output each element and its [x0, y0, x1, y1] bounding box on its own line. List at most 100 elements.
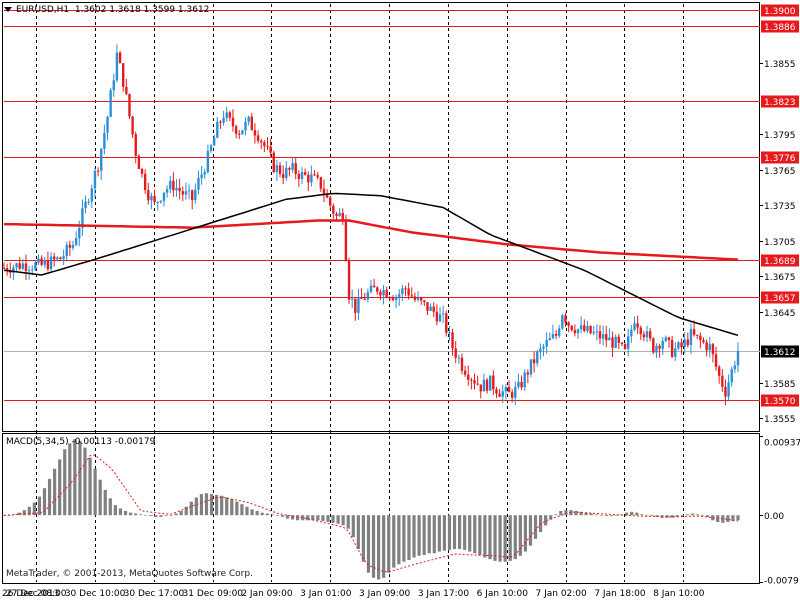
candle-body [294, 163, 297, 174]
macd-bar [63, 449, 67, 516]
macd-bar [103, 489, 107, 516]
macd-bar [483, 515, 487, 558]
macd-bar [53, 468, 57, 516]
macd-bar [346, 515, 350, 529]
candle-body [583, 325, 586, 331]
candle-body [608, 337, 611, 341]
symbol-label: EURUSD,H1 [16, 5, 70, 15]
candle-body [281, 174, 285, 179]
candle-body [432, 306, 435, 312]
chevron-down-icon[interactable] [4, 7, 12, 12]
macd-bar [690, 513, 695, 516]
price-tick-label: 1.3795 [764, 131, 796, 141]
macd-bar [68, 443, 72, 516]
candle-body [24, 263, 28, 271]
candle-body [56, 257, 59, 260]
macd-bar [336, 515, 340, 524]
macd-bar [169, 515, 173, 516]
candle-body [448, 332, 451, 334]
candle-body [419, 297, 423, 301]
candle-body [194, 189, 197, 201]
candle-body [394, 297, 398, 301]
candle-body [31, 269, 34, 271]
candle-body [532, 359, 536, 364]
macd-bar [432, 515, 436, 554]
candle-body [156, 202, 159, 204]
candle-body [554, 334, 558, 336]
macd-bar [392, 515, 396, 568]
candle-body [313, 174, 316, 176]
candle-body [526, 372, 530, 375]
level-price-tag [761, 151, 799, 164]
candle-body [648, 331, 652, 339]
candle-body [341, 212, 344, 221]
candle-body [545, 340, 548, 347]
macd-bar [341, 515, 345, 526]
candle-body [460, 357, 464, 371]
candle-body [426, 302, 429, 311]
macd-bar [194, 497, 198, 516]
candle-body [482, 379, 486, 392]
candle-body [416, 297, 420, 300]
macd-bar [437, 515, 441, 552]
macd-bar [382, 515, 386, 578]
macd-bar [265, 513, 269, 516]
macd-bar [275, 515, 279, 516]
price-tick-label: 1.3585 [764, 380, 796, 390]
candle-body [573, 330, 577, 334]
candle-body [463, 370, 467, 375]
candle-body [81, 208, 84, 228]
candle-body [125, 86, 128, 94]
macd-signal-line [3, 454, 739, 573]
macd-bar [533, 515, 538, 539]
macd-bar [564, 510, 568, 516]
candle-body [485, 379, 489, 391]
macd-bar [675, 515, 679, 517]
candle-body [219, 121, 222, 123]
current-price-label: 1.3612 [764, 348, 796, 358]
macd-bar [604, 515, 608, 517]
candle-body [470, 379, 473, 381]
candle-body [376, 287, 379, 292]
candle-body [717, 366, 721, 376]
candle-body [350, 298, 354, 300]
symbol-header[interactable]: EURUSD,H1 1.3602 1.3618 1.3599 1.3612 [4, 5, 209, 15]
candle-body [479, 384, 482, 392]
time-label: 3 Jan 01:00 [300, 589, 352, 599]
candle-body [15, 263, 18, 268]
macd-bar [442, 515, 446, 551]
candle-body [542, 346, 545, 349]
level-price-tag [761, 95, 799, 108]
candle-body [558, 328, 561, 336]
candle-body [733, 365, 737, 370]
macd-bar [397, 515, 401, 565]
price-axis: 1.3855 1.3795 1.3765 1.3735 1.3705 1.3675 1.36… [759, 60, 796, 425]
candle-body [401, 288, 404, 295]
candle-body [708, 344, 711, 351]
candle-body [140, 168, 144, 174]
price-tick-label: 1.3705 [764, 238, 796, 248]
macd-bar [164, 515, 168, 517]
macd-bar [311, 515, 315, 521]
candle-body [548, 338, 551, 341]
candle-body [498, 393, 501, 397]
candle-body [272, 152, 275, 172]
candle-body [611, 337, 614, 348]
macd-bar [240, 504, 244, 516]
candle-body [74, 238, 78, 245]
candle-body [153, 195, 156, 203]
candle-body [143, 173, 147, 191]
macd-bar [189, 501, 193, 516]
macd-bar [670, 515, 674, 518]
macd-bar [220, 495, 224, 516]
macd-bar [640, 514, 644, 516]
candle-body [27, 270, 31, 272]
candle-body [172, 180, 175, 191]
candle-body [68, 244, 72, 248]
level-price-label: 1.3689 [764, 257, 796, 267]
macd-bar [98, 479, 102, 516]
macd-bar [625, 512, 629, 516]
level-lines[interactable]: 1.3900 1.3886 1.3823 1.3776 1.3689 1.3657 1.35… [4, 4, 799, 408]
candle-body [231, 117, 235, 127]
